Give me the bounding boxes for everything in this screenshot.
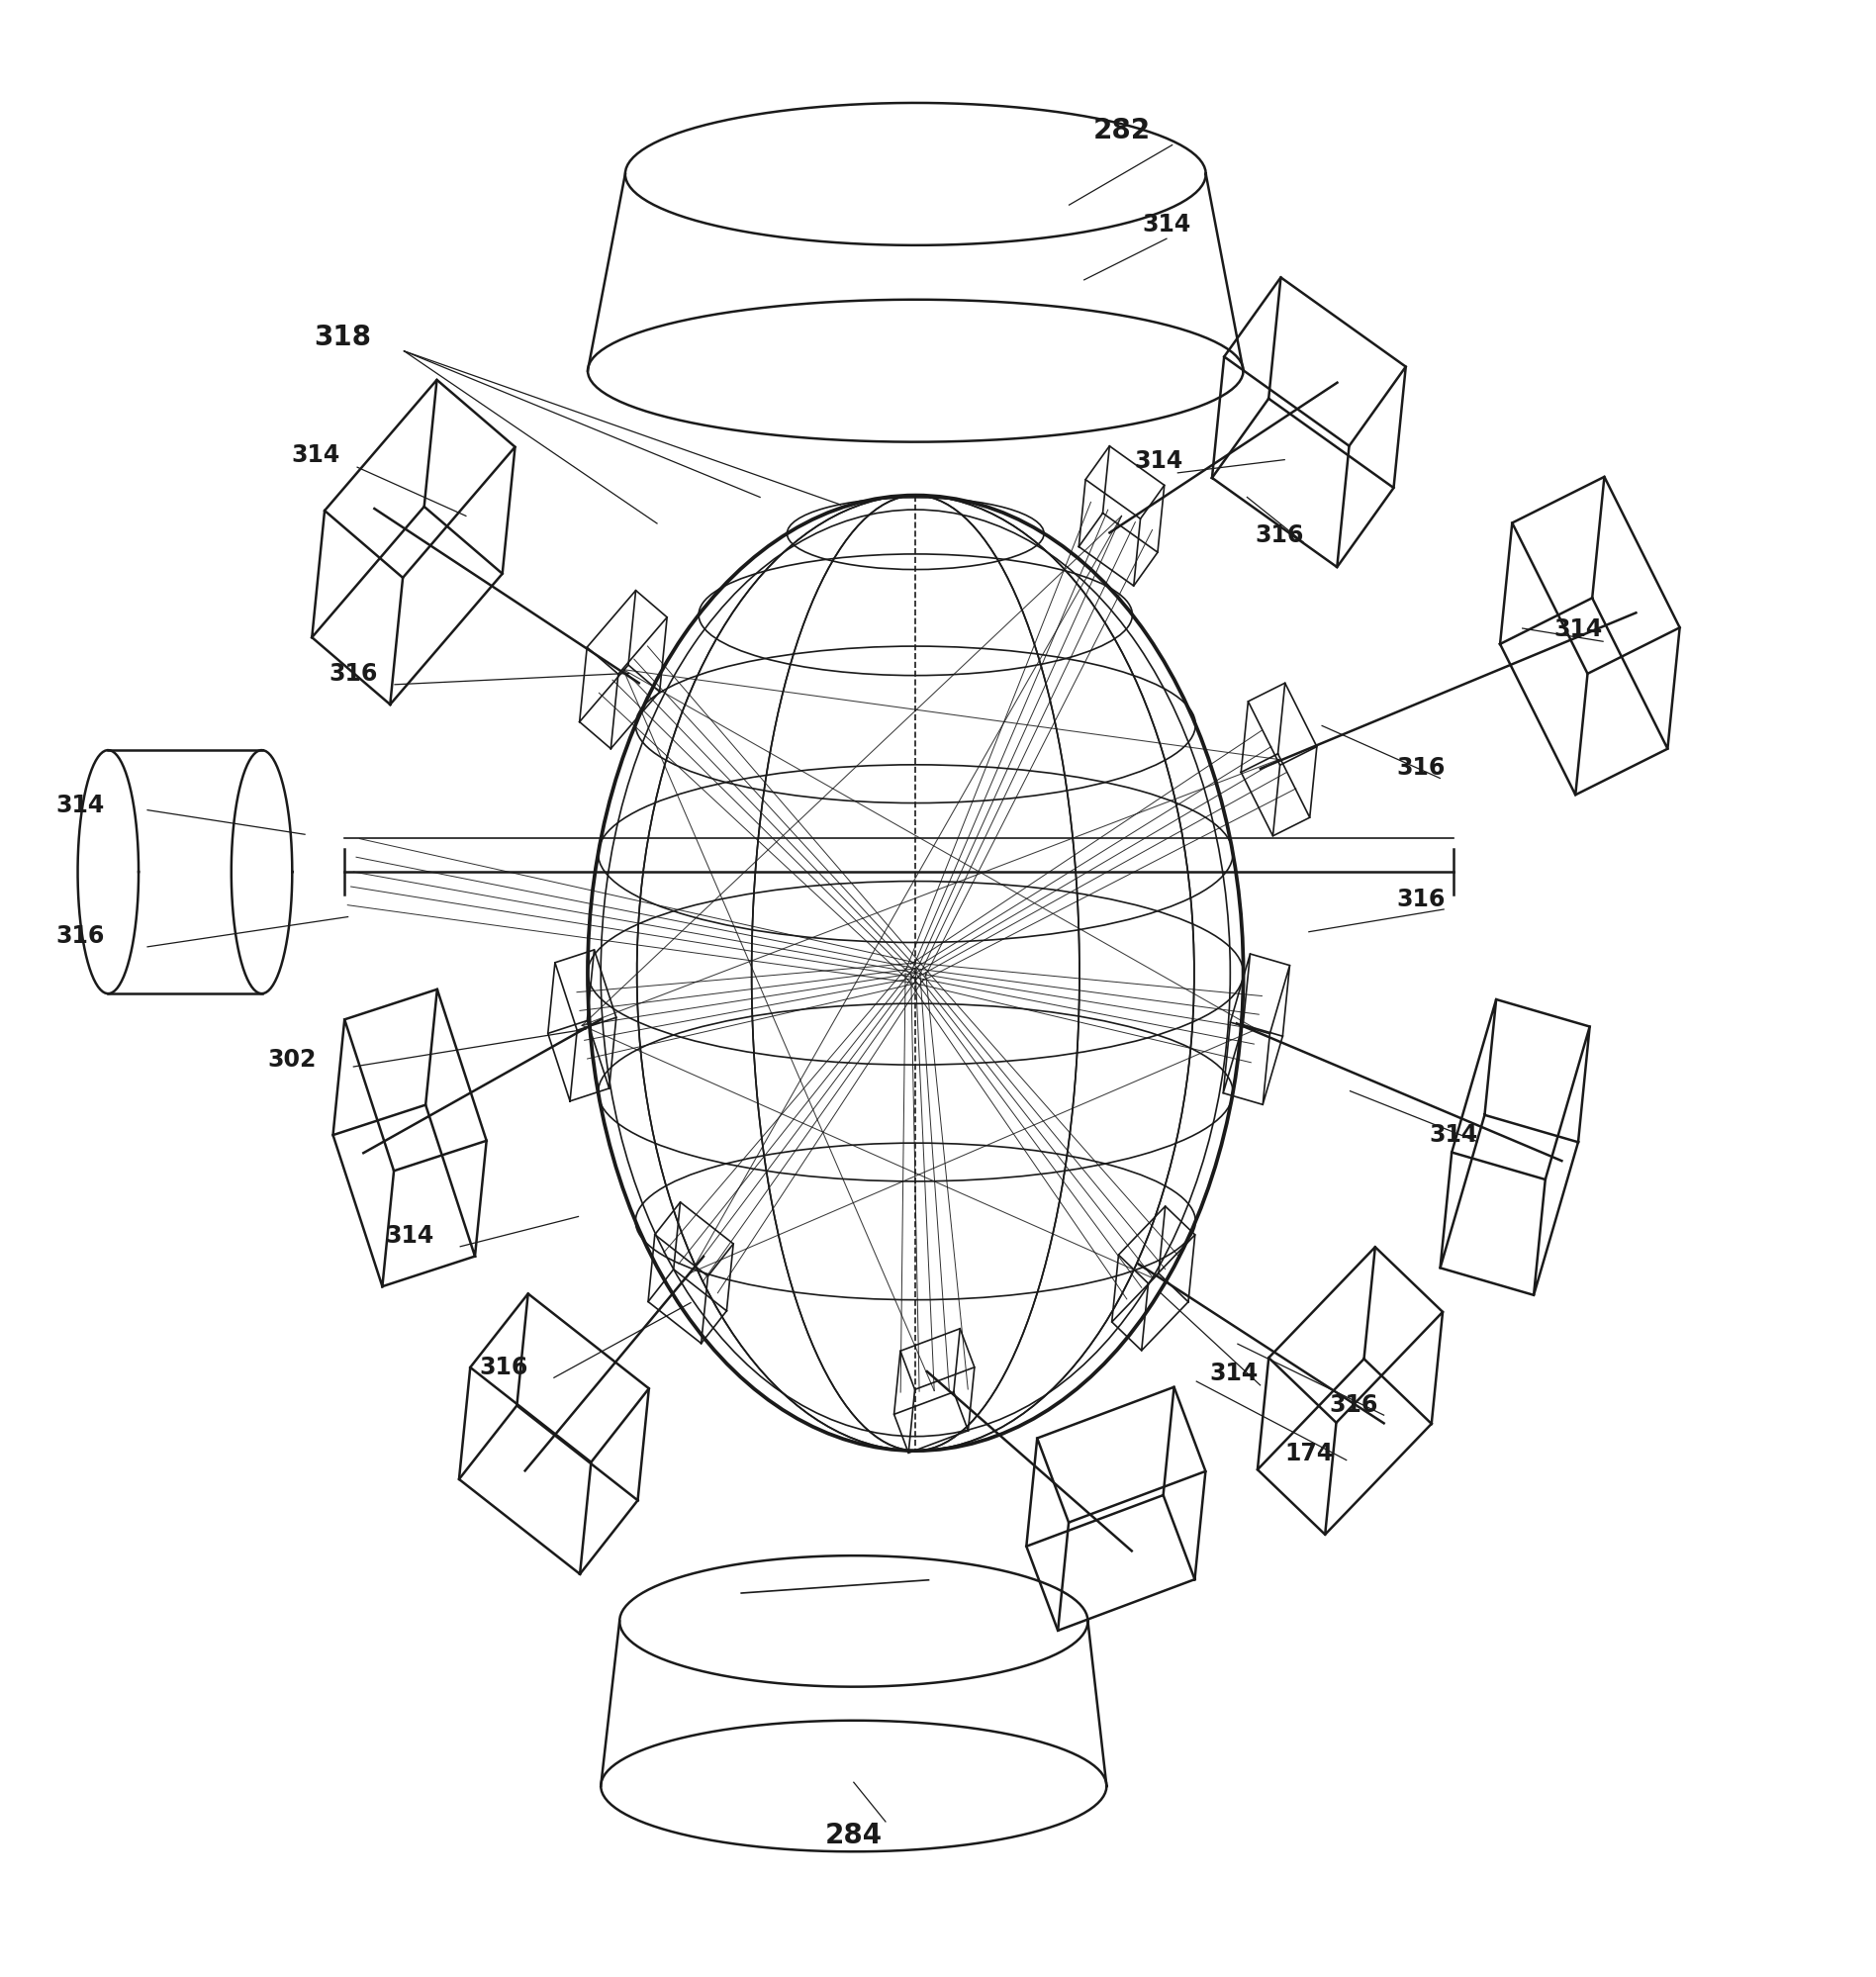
Text: 314: 314	[1430, 1123, 1478, 1147]
Text: 314: 314	[1142, 214, 1191, 237]
Text: 318: 318	[313, 322, 371, 350]
Text: 314: 314	[291, 443, 340, 467]
Text: 302: 302	[266, 1048, 317, 1072]
Text: 314: 314	[1135, 449, 1184, 473]
Text: 174: 174	[1285, 1441, 1334, 1465]
Text: 314: 314	[56, 793, 105, 817]
Text: 316: 316	[1255, 524, 1304, 548]
Text: 284: 284	[825, 1821, 882, 1848]
Text: 316: 316	[478, 1354, 527, 1378]
Text: 314: 314	[1210, 1360, 1259, 1384]
Text: 282: 282	[1094, 117, 1150, 144]
Text: 314: 314	[385, 1224, 433, 1247]
Text: 316: 316	[328, 662, 377, 686]
Text: 314: 314	[1555, 617, 1602, 641]
Text: 316: 316	[1398, 755, 1446, 779]
Text: 316: 316	[1330, 1392, 1379, 1416]
Text: 316: 316	[56, 923, 105, 947]
Text: 316: 316	[1398, 888, 1446, 911]
